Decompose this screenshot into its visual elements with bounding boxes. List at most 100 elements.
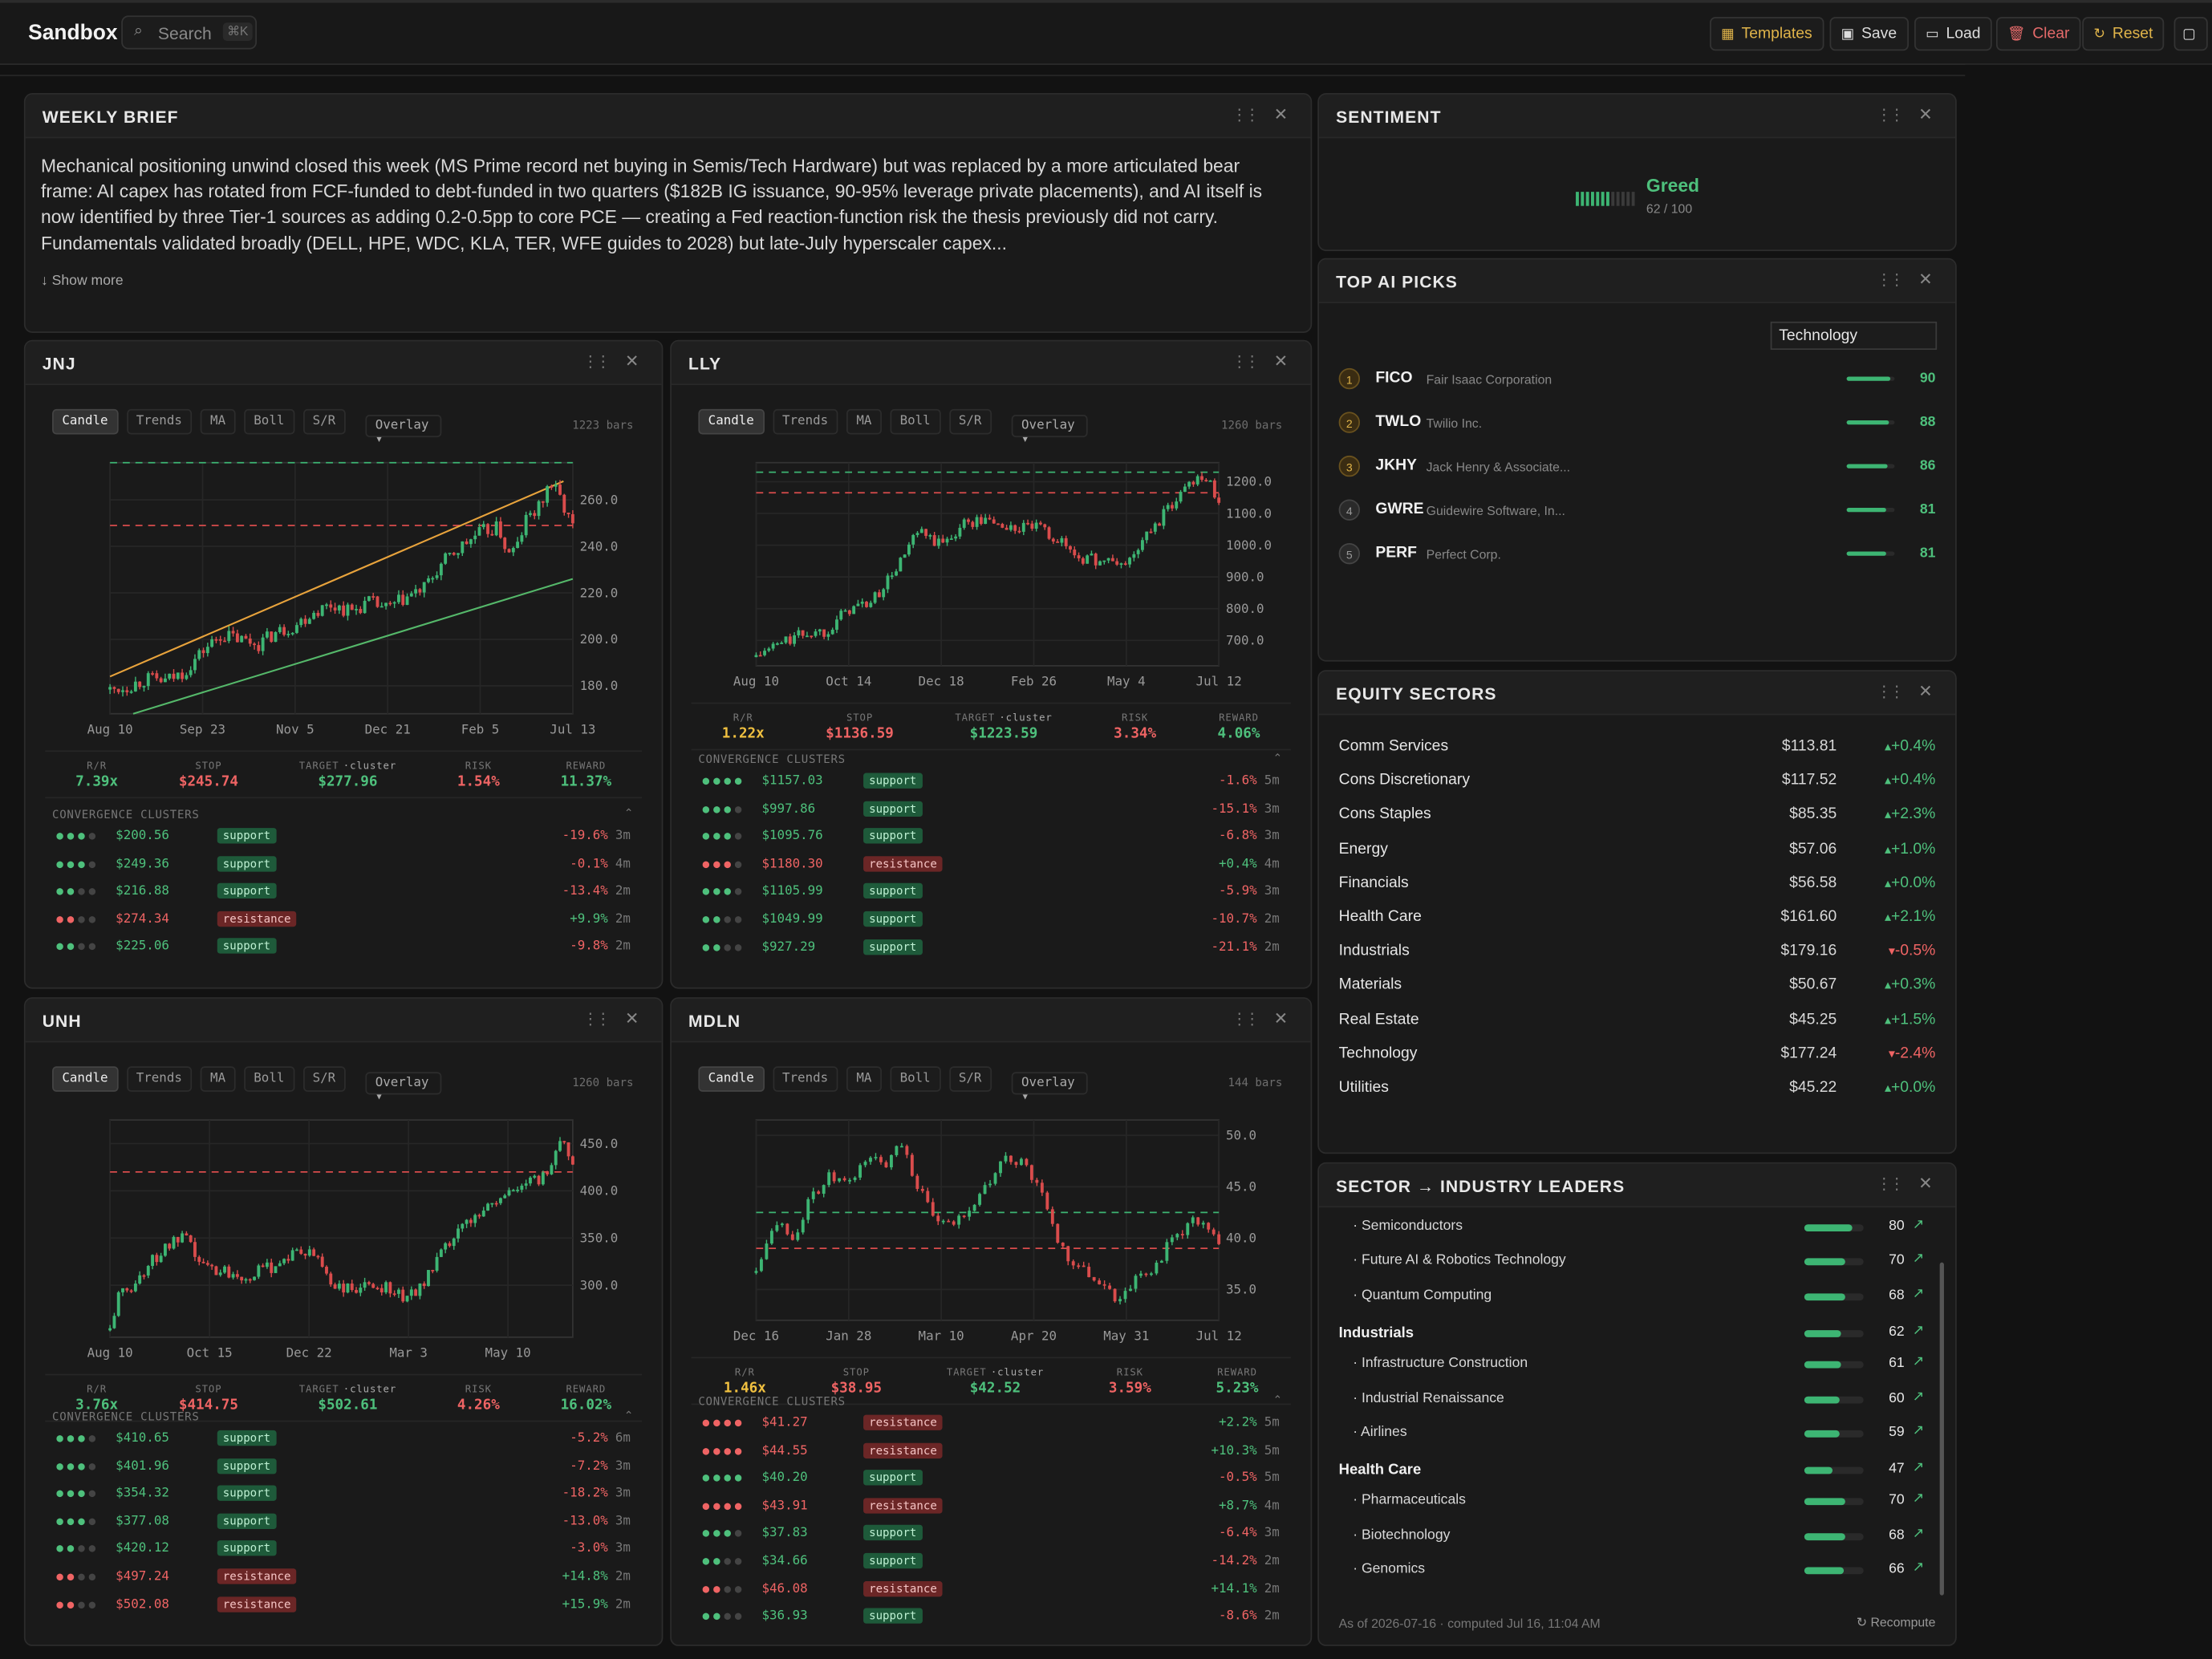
collapse-icon[interactable]: ⌃	[1272, 1393, 1283, 1407]
y-tick-label: 180.0	[580, 678, 619, 693]
sector-row[interactable]: Health Care $161.60 ▴+2.1%	[1339, 904, 1936, 932]
metric-label-text: STOP	[195, 1383, 222, 1395]
close-icon[interactable]: ✕	[1918, 269, 1933, 290]
tab-boll[interactable]: Boll	[243, 408, 294, 435]
pick-row[interactable]: 1 FICO Fair Isaac Corporation 90	[1338, 365, 1935, 396]
chat-button[interactable]: ▢	[2173, 17, 2208, 51]
close-icon[interactable]: ✕	[1918, 681, 1933, 701]
leader-row[interactable]: · Genomics 66 ↗	[1339, 1557, 1924, 1585]
save-button[interactable]: ▣ Save	[1829, 17, 1909, 51]
tab-ma[interactable]: MA	[200, 408, 236, 435]
tab-candle[interactable]: Candle	[698, 408, 765, 435]
load-button[interactable]: ▭ Load	[1914, 17, 1992, 51]
leader-row[interactable]: · Infrastructure Construction 61 ↗	[1339, 1352, 1924, 1380]
leader-row[interactable]: · Pharmaceuticals 70 ↗	[1339, 1489, 1924, 1517]
tab-candle[interactable]: Candle	[52, 408, 118, 435]
close-icon[interactable]: ✕	[1273, 351, 1289, 371]
clear-button[interactable]: 🗑 Clear	[1995, 17, 2081, 51]
scrollbar[interactable]	[1939, 1262, 1944, 1596]
sector-row[interactable]: Cons Discretionary $117.52 ▴+0.4%	[1339, 768, 1936, 796]
cluster-row: ● ● ● ● $420.12 support -3.0% 3m	[56, 1538, 631, 1560]
drag-handle-icon[interactable]: ⋮⋮	[1876, 107, 1905, 124]
sector-row[interactable]: Real Estate $45.25 ▴+1.5%	[1339, 1007, 1936, 1035]
recompute-button[interactable]: ↻ Recompute	[1857, 1615, 1936, 1630]
tab-sr[interactable]: S/R	[948, 408, 992, 435]
drag-handle-icon[interactable]: ⋮⋮	[1876, 683, 1905, 701]
pick-row[interactable]: 2 TWLO Twilio Inc. 88	[1338, 409, 1935, 440]
tab-trends[interactable]: Trends	[772, 408, 838, 435]
sector-row[interactable]: Materials $50.67 ▴+0.3%	[1339, 972, 1936, 1000]
tab-trends[interactable]: Trends	[126, 408, 193, 435]
pick-row[interactable]: 5 PERF Perfect Corp. 81	[1338, 540, 1935, 571]
tab-ma[interactable]: MA	[846, 1066, 882, 1092]
tab-ma[interactable]: MA	[200, 1066, 236, 1092]
cluster-distance: +14.1%	[1211, 1582, 1257, 1596]
collapse-icon[interactable]: ⌃	[623, 1409, 634, 1422]
leader-row[interactable]: · Biotechnology 68 ↗	[1339, 1523, 1924, 1551]
leader-row[interactable]: Industrials 62 ↗	[1339, 1320, 1925, 1349]
strength-dot: ●	[78, 1542, 89, 1556]
close-icon[interactable]: ✕	[1918, 104, 1933, 124]
drag-handle-icon[interactable]: ⋮⋮	[1876, 272, 1905, 290]
tab-boll[interactable]: Boll	[243, 1066, 294, 1092]
leader-row[interactable]: · Semiconductors 80 ↗	[1339, 1215, 1924, 1243]
tab-boll[interactable]: Boll	[890, 1066, 941, 1092]
templates-button[interactable]: ▦ Templates	[1710, 17, 1824, 51]
app-title: Sandbox	[28, 21, 118, 46]
drag-handle-icon[interactable]: ⋮⋮	[1231, 107, 1260, 124]
tab-sr[interactable]: S/R	[302, 408, 346, 435]
candle-body	[996, 523, 1000, 525]
close-icon[interactable]: ✕	[624, 351, 639, 371]
overlay-dropdown[interactable]: Overlay ▾	[1011, 414, 1088, 447]
show-more-link[interactable]: ↓ Show more	[41, 274, 124, 289]
price-chart[interactable]: 50.0 45.0 40.0 35.0 Dec 16 Jan 28 Mar 10 Apr 20…	[672, 1109, 1312, 1362]
close-icon[interactable]: ✕	[1273, 1008, 1289, 1028]
leader-row[interactable]: · Future AI & Robotics Technology 70 ↗	[1339, 1249, 1924, 1277]
leader-row[interactable]: · Airlines 59 ↗	[1339, 1420, 1924, 1448]
pick-row[interactable]: 3 JKHY Jack Henry & Associate... 86	[1338, 452, 1935, 484]
drag-handle-icon[interactable]: ⋮⋮	[1876, 1176, 1905, 1194]
reset-button[interactable]: ↻ Reset	[2082, 17, 2165, 51]
tab-candle[interactable]: Candle	[52, 1066, 118, 1092]
close-icon[interactable]: ✕	[1918, 1173, 1933, 1194]
close-icon[interactable]: ✕	[624, 1008, 639, 1028]
price-chart[interactable]: 450.0 400.0 350.0 300.0 Aug 10 Oct 15 Dec 22 Ma…	[26, 1109, 664, 1391]
candle-body	[142, 1275, 146, 1277]
overlay-dropdown[interactable]: Overlay ▾	[1011, 1072, 1088, 1105]
drag-handle-icon[interactable]: ⋮⋮	[582, 354, 611, 371]
sector-filter-select[interactable]: Technology	[1770, 321, 1938, 351]
tab-trends[interactable]: Trends	[126, 1066, 193, 1092]
sector-row[interactable]: Utilities $45.22 ▴+0.0%	[1339, 1075, 1936, 1103]
tab-candle[interactable]: Candle	[698, 1066, 765, 1092]
collapse-icon[interactable]: ⌃	[623, 806, 634, 820]
tab-sr[interactable]: S/R	[948, 1066, 992, 1092]
candle-body	[765, 1243, 769, 1259]
sector-row[interactable]: Cons Staples $85.35 ▴+2.3%	[1339, 801, 1936, 830]
sector-row[interactable]: Industrials $179.16 ▾-0.5%	[1339, 939, 1936, 967]
leader-row[interactable]: · Quantum Computing 68 ↗	[1339, 1283, 1924, 1311]
sector-change-value: -2.4%	[1894, 1044, 1936, 1062]
tab-sr[interactable]: S/R	[302, 1066, 346, 1092]
leader-row[interactable]: Health Care 47 ↗	[1339, 1457, 1925, 1485]
cluster-price: $46.08	[761, 1582, 808, 1596]
collapse-icon[interactable]: ⌃	[1272, 752, 1283, 765]
close-icon[interactable]: ✕	[1273, 104, 1289, 124]
overlay-dropdown[interactable]: Overlay ▾	[365, 1072, 442, 1105]
search-box[interactable]: ⌕ Search ⌘K	[121, 15, 258, 50]
price-chart[interactable]: 260.0 240.0 220.0 200.0 180.0 Aug 10 Sep 23 Nov…	[26, 452, 664, 748]
sector-row[interactable]: Energy $57.06 ▴+1.0%	[1339, 836, 1936, 864]
sector-row[interactable]: Financials $56.58 ▴+0.0%	[1339, 870, 1936, 898]
drag-handle-icon[interactable]: ⋮⋮	[1231, 354, 1260, 371]
strength-dots: ● ● ● ●	[703, 1499, 742, 1512]
pick-row[interactable]: 4 GWRE Guidewire Software, In... 81	[1338, 497, 1935, 528]
sector-row[interactable]: Comm Services $113.81 ▴+0.4%	[1339, 733, 1936, 761]
tab-trends[interactable]: Trends	[772, 1066, 838, 1092]
sector-row[interactable]: Technology $177.24 ▾-2.4%	[1339, 1040, 1936, 1069]
tab-boll[interactable]: Boll	[890, 408, 941, 435]
drag-handle-icon[interactable]: ⋮⋮	[582, 1011, 611, 1028]
price-chart[interactable]: 1200.0 1100.0 1000.0 900.0 800.0 700.0 Aug 10 O…	[672, 452, 1312, 705]
leader-row[interactable]: · Industrial Renaissance 60 ↗	[1339, 1386, 1924, 1414]
overlay-dropdown[interactable]: Overlay ▾	[365, 414, 442, 447]
tab-ma[interactable]: MA	[846, 408, 882, 435]
drag-handle-icon[interactable]: ⋮⋮	[1231, 1011, 1260, 1028]
